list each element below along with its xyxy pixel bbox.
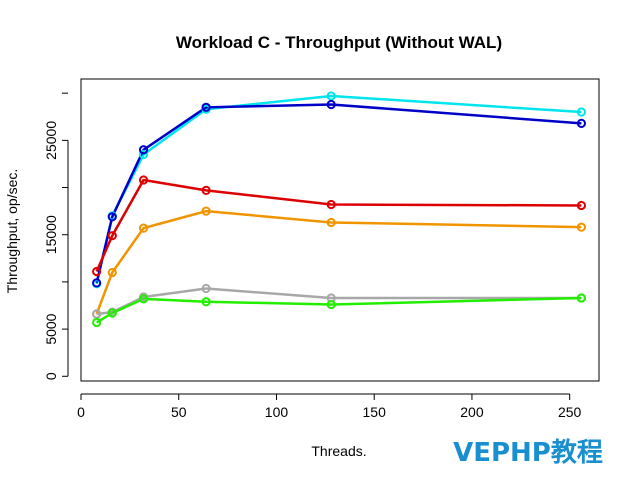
- x-axis: 0 50 100 150 200 250: [77, 393, 582, 420]
- series-6-point: [326, 299, 336, 310]
- series-3-point: [138, 175, 149, 185]
- plot-area-frame: [80, 78, 600, 382]
- series-2-line: [95, 103, 582, 284]
- x-tick-label: 50: [171, 404, 187, 420]
- x-axis-label: Threads.: [311, 443, 366, 459]
- watermark-logo: VEPHP教程: [453, 438, 603, 468]
- series-1-line: [95, 94, 582, 285]
- series-2-point: [107, 212, 117, 222]
- series-2-point: [92, 278, 102, 288]
- series-points: [92, 91, 587, 328]
- series-6-point: [576, 293, 587, 303]
- y-tick-label: 15000: [43, 215, 59, 254]
- series-3-point: [201, 185, 211, 195]
- series-4-point: [326, 217, 336, 228]
- series-4-point: [201, 206, 211, 216]
- series-6-point: [138, 294, 149, 304]
- series-lines: [95, 94, 582, 324]
- series-2-point: [138, 145, 149, 155]
- series-1-point: [138, 149, 149, 160]
- series-6-point: [201, 297, 211, 307]
- series-2-point: [201, 102, 211, 112]
- series-1-point: [326, 91, 336, 101]
- x-tick-label: 0: [77, 404, 85, 420]
- series-2-point: [326, 99, 336, 110]
- series-4-point: [107, 267, 117, 278]
- x-tick-label: 150: [363, 404, 387, 420]
- series-4-point: [576, 222, 587, 232]
- series-3-line: [95, 178, 582, 273]
- x-tick-label: 100: [265, 404, 289, 420]
- series-1-point: [576, 107, 587, 117]
- series-3-point: [576, 200, 587, 211]
- series-3-point: [107, 231, 117, 241]
- y-tick-label: 5000: [43, 313, 59, 344]
- x-tick-label: 200: [460, 404, 484, 420]
- chart-title: Workload C - Throughput (Without WAL): [176, 33, 502, 52]
- x-tick-label: 250: [558, 404, 582, 420]
- series-6-point: [92, 317, 102, 328]
- y-axis: 0 5000 15000 25000: [43, 92, 69, 380]
- series-5-point: [92, 309, 102, 319]
- series-6-line: [95, 296, 582, 324]
- series-3-point: [326, 199, 336, 210]
- series-2-point: [576, 118, 587, 128]
- series-3-point: [92, 266, 102, 277]
- y-tick-label: 25000: [43, 121, 59, 160]
- series-5-point: [201, 283, 211, 294]
- series-4-point: [138, 223, 149, 233]
- series-6-point: [107, 308, 117, 318]
- y-tick-label: 0: [43, 372, 59, 380]
- y-axis-label: Throughput, op/sec.: [4, 169, 20, 294]
- series-4-line: [95, 209, 582, 315]
